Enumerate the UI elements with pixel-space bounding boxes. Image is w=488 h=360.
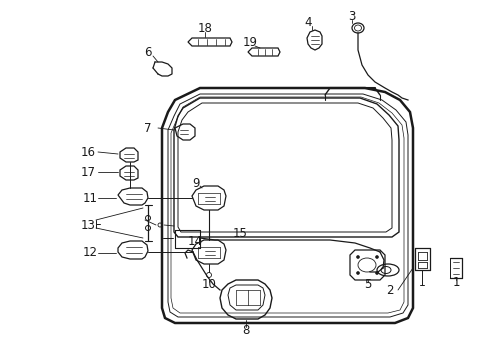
Text: 18: 18 [197,22,212,35]
Ellipse shape [356,271,359,274]
Text: 9: 9 [192,176,199,189]
Text: 2: 2 [386,284,393,297]
Text: 15: 15 [232,226,247,239]
Text: 5: 5 [364,279,371,292]
Text: 6: 6 [144,45,151,59]
Text: 12: 12 [82,247,97,260]
Ellipse shape [375,256,378,258]
Text: 10: 10 [201,279,216,292]
Text: 14: 14 [187,234,202,248]
Text: 4: 4 [304,15,311,28]
Text: 1: 1 [451,276,459,289]
Ellipse shape [356,256,359,258]
Text: 17: 17 [81,166,95,179]
Text: 7: 7 [144,122,151,135]
Text: 8: 8 [242,324,249,337]
Text: 19: 19 [242,36,257,49]
Text: 16: 16 [81,145,95,158]
Text: 11: 11 [82,192,97,204]
Text: 13: 13 [81,219,95,231]
Text: 3: 3 [347,9,355,23]
Ellipse shape [375,271,378,274]
